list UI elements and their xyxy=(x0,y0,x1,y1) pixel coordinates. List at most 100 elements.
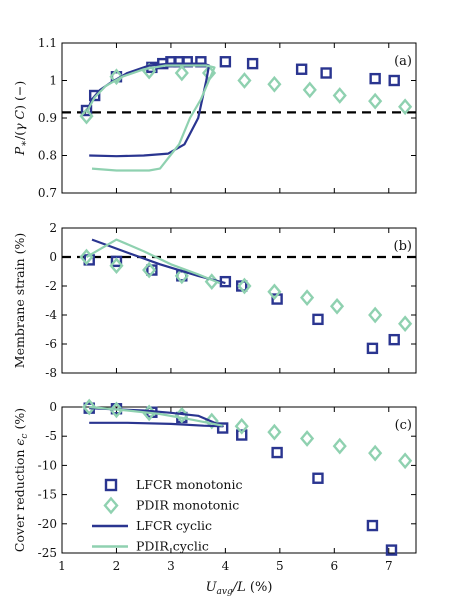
data-point-diamond xyxy=(302,81,317,99)
data-point-diamond xyxy=(267,283,282,301)
y-axis-label: Membrane strain (%) xyxy=(12,233,27,368)
data-point-square xyxy=(219,56,232,68)
legend-item: PDIR monotonic xyxy=(103,496,239,515)
legend-label: LFCR cyclic xyxy=(136,518,212,533)
data-point-square xyxy=(312,472,324,484)
data-point-diamond xyxy=(332,437,347,455)
data-point-diamond xyxy=(82,398,97,416)
data-point-square xyxy=(110,255,123,268)
data-point-diamond xyxy=(234,417,249,435)
data-point-diamond xyxy=(368,92,383,110)
series-pdir-monotonic xyxy=(79,62,413,125)
y-axis-label: P∗/(γ C) (−) xyxy=(12,81,30,156)
legend-label: PDIR monotonic xyxy=(136,498,239,513)
x-tick-label: 5 xyxy=(276,559,284,573)
y-tick-label: -4 xyxy=(45,308,57,322)
data-point-diamond xyxy=(368,306,383,324)
x-tick-label: 3 xyxy=(167,559,175,573)
legend-swatch-diamond xyxy=(103,496,119,515)
x-tick-label: 1 xyxy=(58,559,66,573)
legend-item: PDIR cyclic xyxy=(92,539,209,554)
data-point-diamond xyxy=(398,452,413,470)
data-point-diamond xyxy=(267,423,282,441)
data-point-diamond xyxy=(267,75,282,93)
series-pdir-cyclic xyxy=(85,238,221,285)
panel-b: -8 -6 -4 -2 0 2 Membrane strain (%) (b) xyxy=(12,221,417,380)
data-point-diamond xyxy=(237,277,252,295)
data-point-square xyxy=(88,89,101,102)
data-point-square xyxy=(388,333,400,346)
series-line xyxy=(89,407,224,428)
y-tick-label: -6 xyxy=(45,337,57,351)
y-tick-label: -25 xyxy=(38,546,57,560)
y-tick-label: 0.8 xyxy=(38,149,57,163)
data-point-square xyxy=(312,313,324,326)
data-point-diamond xyxy=(79,107,94,125)
series-lfcr-monotonic xyxy=(80,56,400,117)
data-point-diamond xyxy=(398,98,413,116)
data-point-diamond xyxy=(174,64,189,82)
y-tick-label: 0 xyxy=(49,400,57,414)
series-line xyxy=(85,64,216,172)
x-tick-label: 7 xyxy=(385,559,393,573)
axes-frame xyxy=(61,406,417,554)
data-point-diamond xyxy=(329,297,345,315)
data-point-diamond xyxy=(109,68,124,86)
y-tick-label: -10 xyxy=(38,458,57,472)
y-tick-label: 0 xyxy=(49,250,57,264)
x-tick-label: 4 xyxy=(222,559,230,573)
legend: LFCR monotonic PDIR monotonic LFCR cyclic P… xyxy=(92,477,242,554)
legend-label: LFCR monotonic xyxy=(136,477,242,492)
data-point-square xyxy=(366,342,379,355)
data-point-square xyxy=(246,57,259,70)
data-point-diamond xyxy=(300,289,315,306)
series-line xyxy=(85,238,221,285)
data-point-diamond xyxy=(109,401,124,419)
data-point-square xyxy=(295,63,308,75)
data-point-square xyxy=(236,429,248,441)
panel-label: (c) xyxy=(395,418,412,433)
data-point-square xyxy=(80,104,93,117)
legend-item: LFCR cyclic xyxy=(92,518,212,533)
axes-frame xyxy=(61,227,417,374)
y-tick-label: -20 xyxy=(38,517,57,531)
y-tick-label: 0.9 xyxy=(38,111,57,125)
series-lfcr-monotonic xyxy=(83,254,400,355)
data-point-diamond xyxy=(237,72,252,89)
series-line xyxy=(89,405,223,427)
series-pdir-cyclic xyxy=(89,405,223,427)
y-tick-label: -8 xyxy=(45,366,57,380)
data-point-diamond xyxy=(174,267,189,285)
data-point-square xyxy=(320,67,332,79)
data-point-square xyxy=(388,74,400,87)
x-tick-label: 6 xyxy=(330,559,338,573)
data-point-square xyxy=(385,544,398,556)
panel-a: 0.7 0.8 0.9 1 1.1 P∗/(γ C) (−) (a) xyxy=(12,36,417,200)
data-point-square xyxy=(271,446,283,459)
x-axis-label: Uavg/L (%) xyxy=(206,580,273,597)
panel-label: (a) xyxy=(394,54,412,69)
data-point-square xyxy=(366,519,379,532)
data-point-diamond xyxy=(300,430,315,447)
data-point-diamond xyxy=(398,315,413,333)
y-axis-label: Cover reduction ϵc (%) xyxy=(12,408,30,552)
series-pdir-monotonic xyxy=(79,248,413,333)
y-tick-label: 1.1 xyxy=(38,36,57,50)
panel-label: (b) xyxy=(394,239,412,254)
legend-label: PDIR cyclic xyxy=(136,539,209,554)
data-point-diamond xyxy=(109,257,124,275)
series-lfcr-cyclic xyxy=(89,407,224,428)
y-tick-label: -2 xyxy=(45,279,57,293)
legend-swatch-square xyxy=(104,478,118,492)
legend-item: LFCR monotonic xyxy=(104,477,242,492)
data-point-diamond xyxy=(142,261,157,279)
data-point-diamond xyxy=(368,444,383,462)
y-tick-label: 0.7 xyxy=(38,186,57,200)
y-tick-label: 2 xyxy=(49,221,57,235)
series-pdir-cyclic xyxy=(85,64,216,172)
y-tick-label: -5 xyxy=(45,429,57,443)
y-tick-label: 1 xyxy=(49,74,57,88)
series-pdir-monotonic xyxy=(82,398,413,470)
x-tick-label: 2 xyxy=(113,559,121,573)
